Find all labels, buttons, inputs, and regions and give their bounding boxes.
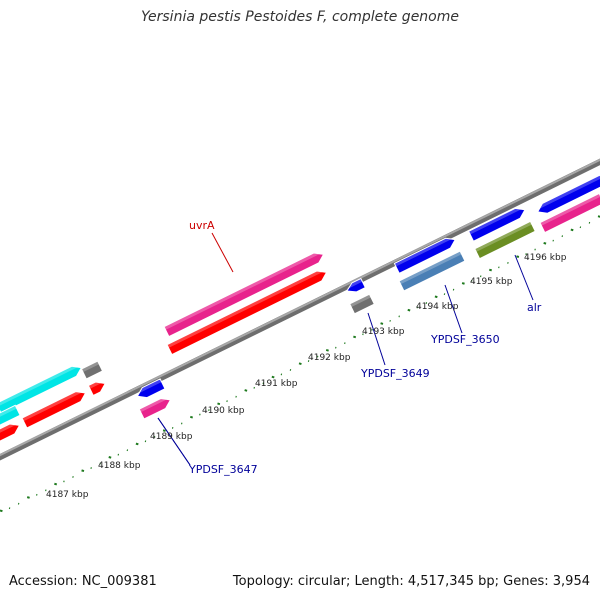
gray-gene-left-group <box>81 361 102 379</box>
scale-label-4195-kbp: 4195 kbp <box>470 277 513 287</box>
inner-tick <box>516 256 518 257</box>
inner-tick <box>109 457 111 458</box>
accession-text: Accession: NC_009381 <box>9 574 157 589</box>
YPDSF_3649-gene-group <box>350 294 375 314</box>
red-gene-strand2-group <box>167 267 329 354</box>
YPDSF_3649-leader <box>368 313 385 365</box>
inner-tick <box>462 283 464 284</box>
YPDSF_3647-gene-group <box>139 395 173 419</box>
uvrA-leader <box>212 233 233 272</box>
gene-label-ypdsf_3649: YPDSF_3649 <box>360 367 430 380</box>
scale-label-4193-kbp: 4193 kbp <box>362 327 405 337</box>
small-red-gene-group <box>88 379 107 396</box>
backbone-highlight <box>0 150 600 465</box>
inner-tick <box>571 230 573 231</box>
scale-label-4192-kbp: 4192 kbp <box>308 353 351 363</box>
gene-label-ypdsf_3647: YPDSF_3647 <box>188 463 258 476</box>
inner-tick <box>54 484 56 485</box>
scale-label-4190-kbp: 4190 kbp <box>202 406 245 416</box>
inner-tick <box>272 377 274 378</box>
inner-tick <box>245 390 247 391</box>
gene-label-alr: alr <box>527 301 542 314</box>
gene-labels: uvrA YPDSF_3647 YPDSF_3649 YPDSF_3650 alr <box>188 219 542 476</box>
inner-tick <box>544 243 546 244</box>
inner-tick <box>435 296 437 297</box>
scale-label-4191-kbp: 4191 kbp <box>255 379 298 389</box>
inner-tick <box>489 270 491 271</box>
inner-tick <box>27 497 29 498</box>
uvrA-gene-group <box>164 249 326 336</box>
inner-tick <box>136 444 138 445</box>
scale-label-4194-kbp: 4194 kbp <box>416 302 459 312</box>
inner-tick <box>0 511 2 512</box>
inner-tick <box>217 403 219 404</box>
inner-tick <box>381 323 383 324</box>
inner-tick <box>163 430 165 431</box>
genome-backbone <box>0 150 600 467</box>
map-title: Yersinia pestis Pestoides F, complete ge… <box>0 9 600 25</box>
gene-label-ypdsf_3650: YPDSF_3650 <box>430 333 500 346</box>
scale-label-4188-kbp: 4188 kbp <box>98 461 141 471</box>
scale-label-4187-kbp: 4187 kbp <box>46 490 89 500</box>
scale-label-4196-kbp: 4196 kbp <box>524 253 567 263</box>
scale-label-4189-kbp: 4189 kbp <box>150 432 193 442</box>
backbone-line <box>0 152 600 467</box>
inner-tick <box>408 310 410 311</box>
inner-tick <box>82 470 84 471</box>
inner-tick <box>353 337 355 338</box>
genome-summary-text: Topology: circular; Length: 4,517,345 bp… <box>233 574 590 589</box>
inner-tick <box>299 363 301 364</box>
inner-tick <box>190 417 192 418</box>
gene-label-uvrA: uvrA <box>189 219 215 232</box>
scale-labels: 4187 kbp 4188 kbp 4189 kbp 4190 kbp 4191 kbp… <box>46 253 567 500</box>
inner-tick <box>326 350 328 351</box>
